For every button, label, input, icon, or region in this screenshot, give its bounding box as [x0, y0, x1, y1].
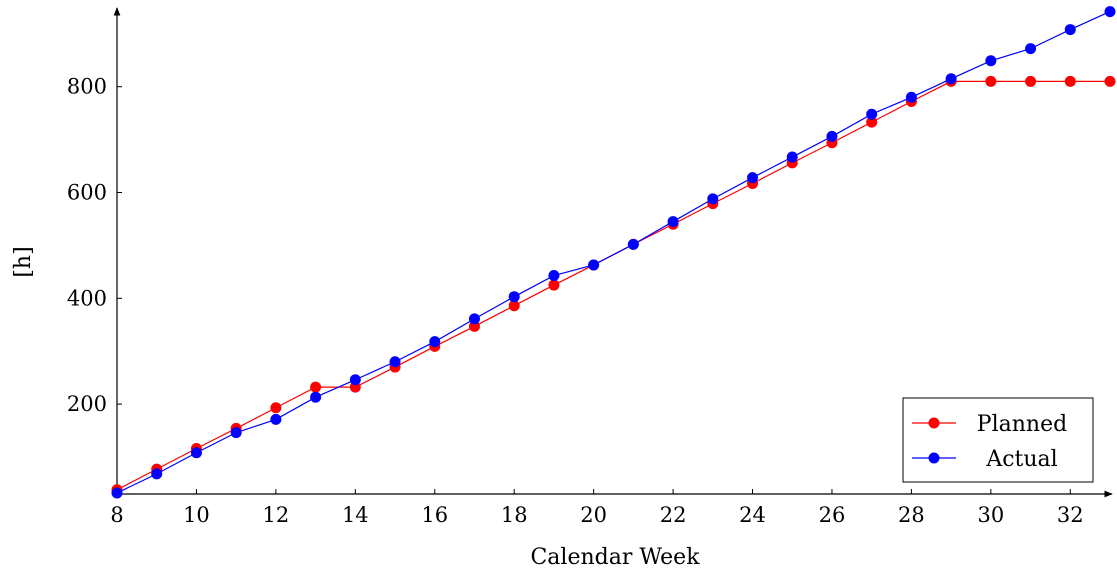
data-point-actual — [508, 291, 520, 303]
y-ticks: 200 400 600 800 — [67, 75, 122, 416]
series-actual — [111, 6, 1116, 499]
y-tick-label: 800 — [67, 75, 107, 99]
y-tick-label: 200 — [67, 392, 107, 416]
y-tick-label: 400 — [67, 286, 107, 310]
data-point-actual — [429, 336, 441, 348]
data-point-actual — [270, 413, 282, 425]
data-point-planned — [270, 402, 282, 414]
data-point-actual — [310, 391, 322, 403]
data-point-planned — [1104, 75, 1116, 87]
x-tick-label: 8 — [110, 503, 123, 527]
legend: Planned Actual — [902, 397, 1094, 483]
data-point-actual — [190, 447, 202, 459]
data-point-actual — [389, 356, 401, 368]
data-point-actual — [151, 468, 163, 480]
data-point-actual — [945, 73, 957, 85]
legend-label: Actual — [985, 447, 1057, 472]
x-tick-label: 16 — [421, 503, 448, 527]
x-tick-label: 24 — [739, 503, 766, 527]
data-point-actual — [468, 313, 480, 325]
x-tick-label: 20 — [580, 503, 607, 527]
data-point-actual — [786, 151, 798, 163]
x-tick-label: 12 — [263, 503, 290, 527]
data-point-actual — [588, 259, 600, 271]
legend-box — [902, 397, 1094, 483]
x-tick-label: 22 — [660, 503, 687, 527]
data-point-actual — [747, 172, 759, 184]
data-point-planned — [310, 381, 322, 393]
data-point-actual — [866, 108, 878, 120]
data-point-actual — [905, 91, 917, 103]
legend-entry-actual: Actual — [912, 447, 1058, 472]
data-point-actual — [826, 130, 838, 142]
data-point-actual — [1104, 6, 1116, 18]
data-point-actual — [707, 193, 719, 205]
x-tick-label: 26 — [819, 503, 846, 527]
data-point-actual — [1064, 24, 1076, 36]
data-point-planned — [548, 279, 560, 291]
y-axis-title: [h] — [11, 246, 36, 277]
x-tick-label: 32 — [1057, 503, 1084, 527]
data-point-actual — [230, 427, 242, 439]
data-point-planned — [1025, 75, 1037, 87]
data-point-actual — [349, 374, 361, 386]
data-point-actual — [1025, 43, 1037, 55]
x-axis-title: Calendar Week — [530, 545, 700, 570]
legend-swatch-marker — [928, 417, 940, 429]
series-layer — [111, 6, 1116, 499]
legend-entry-planned: Planned — [912, 412, 1067, 437]
data-point-planned — [985, 75, 997, 87]
data-point-actual — [548, 270, 560, 282]
x-tick-label: 28 — [898, 503, 925, 527]
data-point-actual — [627, 238, 639, 250]
data-point-actual — [667, 216, 679, 228]
y-tick-label: 600 — [67, 180, 107, 204]
x-tick-label: 18 — [501, 503, 528, 527]
data-point-actual — [111, 487, 123, 499]
data-point-actual — [985, 55, 997, 67]
legend-swatch-marker — [928, 452, 940, 464]
data-point-planned — [508, 300, 520, 312]
data-point-planned — [866, 116, 878, 128]
x-ticks: 8 10 12 14 16 18 20 22 24 26 28 30 32 — [110, 489, 1084, 527]
data-point-planned — [1064, 75, 1076, 87]
x-tick-label: 10 — [183, 503, 210, 527]
legend-entries: Planned Actual — [912, 412, 1067, 472]
x-tick-label: 30 — [977, 503, 1004, 527]
x-tick-label: 14 — [342, 503, 369, 527]
series-line-actual — [116, 11, 1111, 494]
legend-label: Planned — [977, 412, 1067, 437]
